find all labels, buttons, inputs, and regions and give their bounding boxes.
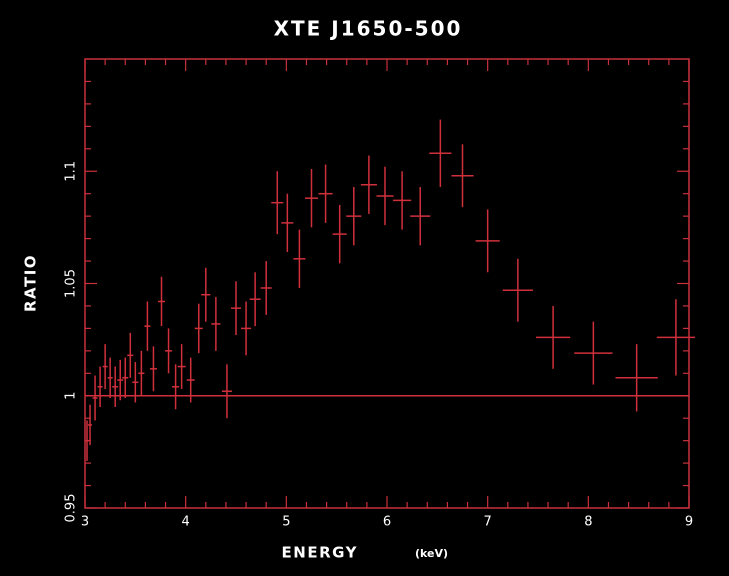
x-tick-label: 5 (282, 515, 290, 530)
y-tick-label: 1.1 (64, 161, 79, 182)
chart-title: XTE J1650-500 (274, 17, 463, 41)
x-tick-label: 3 (81, 515, 89, 530)
plot-frame (84, 58, 690, 509)
x-tick-label: 6 (383, 515, 391, 530)
y-tick-label: 0.95 (64, 494, 79, 523)
x-tick-label: 7 (484, 515, 492, 530)
x-axis-label: ENERGY (282, 544, 358, 562)
x-tick-label: 4 (182, 515, 190, 530)
y-tick-label: 1 (64, 392, 79, 400)
x-tick-label: 9 (685, 515, 693, 530)
x-axis-unit: (keV) (415, 547, 448, 560)
x-tick-label: 8 (584, 515, 592, 530)
y-tick-label: 1.05 (64, 269, 79, 298)
y-axis-label: RATIO (22, 254, 40, 312)
